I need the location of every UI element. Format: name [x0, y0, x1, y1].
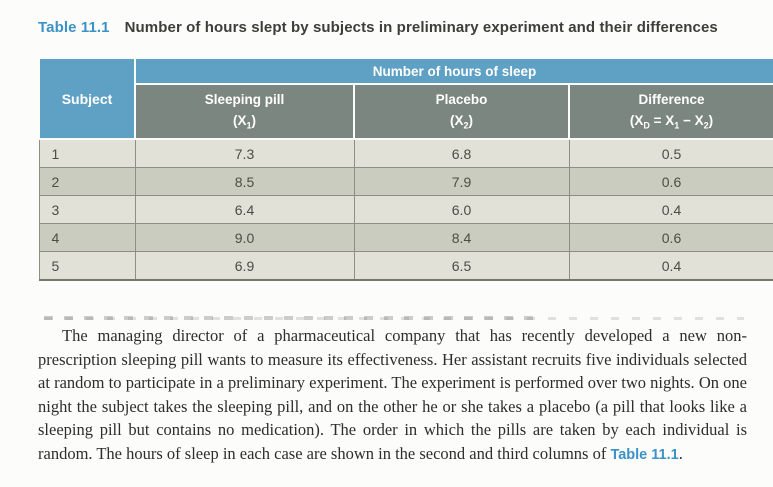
clipped-text-fragment — [44, 317, 744, 320]
placebo-variable: (X2) — [449, 112, 473, 131]
subject-cell: 2 — [38, 167, 136, 196]
table-caption-text: Number of hours slept by subjects in pre… — [124, 19, 718, 36]
subject-cell: 3 — [38, 195, 136, 224]
difference-cell: 0.6 — [568, 223, 773, 252]
placebo-cell: 7.9 — [353, 167, 570, 196]
sleeping-pill-cell: 8.5 — [134, 167, 355, 196]
paragraph-period: . — [678, 443, 683, 463]
difference-cell: 0.5 — [568, 138, 773, 168]
body-paragraph: The managing director of a pharmaceutica… — [38, 324, 747, 467]
subject-cell: 1 — [38, 138, 136, 168]
table-row: 1 7.3 6.8 0.5 — [38, 138, 773, 168]
difference-cell: 0.6 — [568, 167, 773, 196]
header-row-columns: Sleeping pill (X1) Placebo (X2) Differen… — [39, 83, 773, 140]
difference-cell: 0.4 — [568, 251, 773, 281]
column-header-sleeping-pill: Sleeping pill (X1) — [134, 83, 355, 140]
column-header-placebo: Placebo (X2) — [353, 83, 570, 140]
column-header-difference: Difference (XD = X1 − X2) — [567, 83, 773, 140]
placebo-cell: 6.0 — [353, 195, 570, 224]
table-row: 5 6.9 6.5 0.4 — [38, 251, 773, 281]
table-caption: Table 11.1 Number of hours slept by subje… — [38, 19, 718, 36]
sleeping-pill-cell: 6.9 — [134, 251, 355, 281]
column-group-header-hours-of-sleep: Number of hours of sleep — [133, 57, 773, 85]
difference-formula: (XD = X1 − X2) — [629, 112, 714, 131]
placebo-cell: 8.4 — [353, 223, 570, 252]
header-row-span: Subject Number of hours of sleep — [38, 57, 773, 140]
sleeping-pill-cell: 9.0 — [134, 223, 355, 252]
table-reference: Table 11.1 — [610, 446, 679, 463]
table-row: 3 6.4 6.0 0.4 — [38, 195, 773, 224]
sleeping-pill-cell: 7.3 — [134, 138, 355, 168]
placebo-cell: 6.5 — [353, 251, 570, 281]
column-header-subject: Subject — [38, 57, 136, 140]
table-row: 2 8.5 7.9 0.6 — [38, 167, 773, 196]
table-row: 4 9.0 8.4 0.6 — [38, 223, 773, 252]
subject-cell: 5 — [38, 251, 136, 281]
sleeping-pill-variable: (X1) — [232, 112, 256, 131]
clipped-text-fragment-dark — [44, 316, 534, 320]
paragraph-text: The managing director of a pharmaceutica… — [38, 326, 747, 463]
placebo-cell: 6.8 — [353, 138, 570, 168]
table-caption-number: Table 11.1 — [38, 19, 110, 36]
subject-cell: 4 — [38, 223, 136, 252]
sleeping-pill-cell: 6.4 — [134, 195, 355, 224]
sleep-data-table: Subject Number of hours of sleep Sleepin… — [38, 57, 773, 281]
difference-cell: 0.4 — [568, 195, 773, 224]
